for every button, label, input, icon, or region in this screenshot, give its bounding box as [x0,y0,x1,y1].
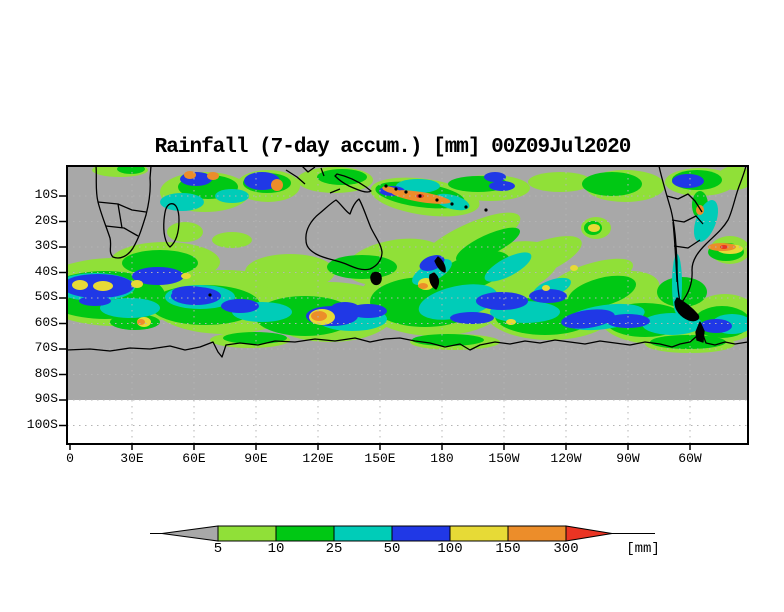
lat-tick-label: 60S [34,314,58,330]
colorbar-segment [507,525,567,542]
lon-tick-label: 0 [66,451,74,466]
lon-tick-label: 150W [488,451,520,466]
colorbar [150,525,655,542]
colorbar-tick-label: 10 [267,541,285,557]
lat-tick-label: 20S [34,212,58,228]
lon-tick-label: 30E [120,451,144,466]
lon-tick-label: 90W [616,451,640,466]
beyond-pole-band [67,400,748,444]
lon-tick-label: 180 [430,451,454,466]
colorbar-segment [275,525,335,542]
colorbar-segment [391,525,451,542]
lat-tick-label: 50S [34,289,58,304]
lat-tick-label: 10S [34,187,58,202]
colorbar-tick-label: 5 [213,541,223,557]
graticule [67,166,748,444]
lat-tick-label: 40S [34,263,58,279]
colorbar-under-arrow [161,525,219,542]
chart-title: Rainfall (7-day accum.) [mm] 00Z09Jul202… [154,136,632,159]
colorbar-tick-label: 100 [437,541,463,557]
plot-frame [66,165,749,445]
lat-tick-label: 70S [34,340,58,355]
colorbar-segment [333,525,393,542]
lon-tick-label: 60W [678,451,702,466]
colorbar-tick-label: 300 [553,541,579,557]
colorbar-unit-label: [mm] [626,541,660,557]
lat-tick-label: 80S [34,365,58,381]
colorbar-segment [449,525,509,542]
lon-tick-label: 120E [302,451,334,466]
lon-tick-label: 120W [550,451,582,466]
lat-tick-label: 90S [34,391,58,406]
lon-tick-label: 60E [182,451,206,466]
colorbar-tick-label: 50 [383,541,401,557]
coastlines [67,166,748,358]
colorbar-segment [217,525,277,542]
lon-tick-label: 90E [244,451,268,466]
lat-tick-label: 100S [26,416,58,432]
colorbar-tick-label: 25 [325,541,343,557]
lon-tick-label: 150E [364,451,396,466]
colorbar-tick-label: 150 [495,541,521,557]
lat-tick-label: 30S [34,238,58,253]
colorbar-over-arrow [565,525,613,542]
